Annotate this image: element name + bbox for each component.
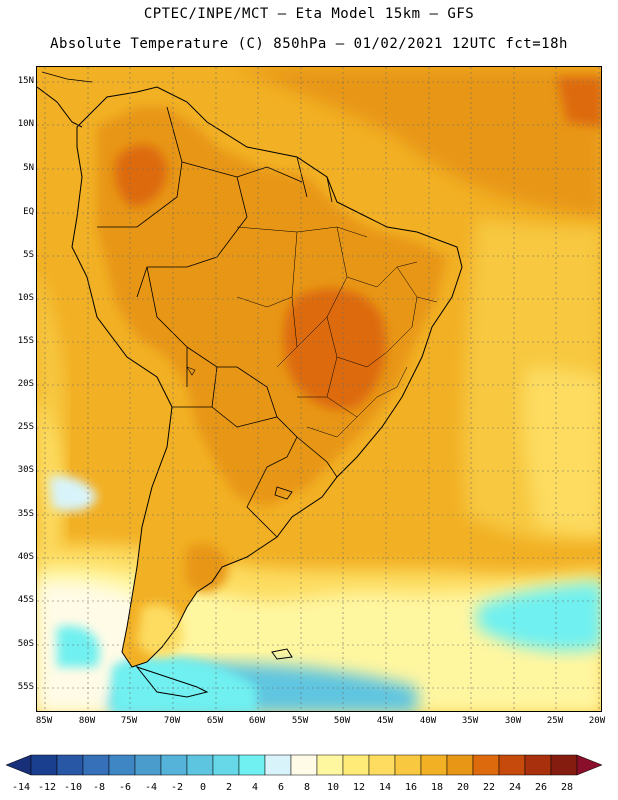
lon-label: 50W xyxy=(333,716,351,726)
colorbar-swatch xyxy=(446,754,474,776)
cool-patch-pacific xyxy=(49,475,97,512)
lon-label: 70W xyxy=(163,716,181,726)
colorbar-label: 0 xyxy=(199,782,207,793)
temperature-colorbar xyxy=(6,754,603,776)
colorbar-swatch xyxy=(264,754,292,776)
colorbar-swatch xyxy=(550,754,578,776)
lat-label: 50S xyxy=(17,639,34,649)
lon-label: 45W xyxy=(376,716,394,726)
lat-label: 10S xyxy=(17,293,34,303)
lake-titicaca xyxy=(186,366,196,376)
colorbar-label: -12 xyxy=(37,782,57,793)
colorbar-swatch xyxy=(186,754,214,776)
colorbar-swatch xyxy=(134,754,162,776)
country-borders xyxy=(97,106,338,538)
colorbar-swatch xyxy=(160,754,188,776)
lon-label: 80W xyxy=(78,716,96,726)
colorbar-swatch xyxy=(82,754,110,776)
colorbar-label: -14 xyxy=(11,782,31,793)
lat-label: 35S xyxy=(17,509,34,519)
colorbar-label: 18 xyxy=(430,782,444,793)
cold-patch-east xyxy=(477,582,601,651)
map-title: CPTEC/INPE/MCT – Eta Model 15km – GFS xyxy=(143,6,475,22)
lon-label: 55W xyxy=(291,716,309,726)
lat-label: 30S xyxy=(17,465,34,475)
lon-label: 20W xyxy=(588,716,606,726)
colorbar-label: 16 xyxy=(404,782,418,793)
colorbar-swatch xyxy=(290,754,318,776)
hot-patch-colombia xyxy=(115,144,168,207)
colorbar-label: -8 xyxy=(92,782,106,793)
ocean-field-12-east xyxy=(522,367,601,537)
lat-label: EQ xyxy=(23,207,34,217)
colorbar-swatch xyxy=(472,754,500,776)
colorbar-swatch xyxy=(316,754,344,776)
lon-label: 35W xyxy=(461,716,479,726)
warm-patch-northeast xyxy=(557,77,601,127)
colorbar-label: 8 xyxy=(303,782,311,793)
coastline xyxy=(71,86,463,668)
lon-label: 40W xyxy=(419,716,437,726)
colorbar-label: 24 xyxy=(508,782,522,793)
colorbar-label: 12 xyxy=(352,782,366,793)
temperature-map xyxy=(36,66,602,712)
lat-label: 25S xyxy=(17,422,34,432)
lat-label: 5S xyxy=(23,250,34,260)
colorbar-label: -4 xyxy=(144,782,158,793)
state-borders xyxy=(236,226,438,438)
lagoa-dos-patos xyxy=(274,486,293,500)
map-subtitle: Absolute Temperature (C) 850hPa – 01/02/… xyxy=(50,36,568,52)
colorbar-swatch xyxy=(108,754,136,776)
colorbar-label: 26 xyxy=(534,782,548,793)
warm-interior-18 xyxy=(97,107,447,507)
lat-label: 45S xyxy=(17,595,34,605)
colorbar-swatch xyxy=(368,754,396,776)
caribbean-coast xyxy=(41,71,93,83)
lat-label: 15N xyxy=(17,76,34,86)
central-america-coast xyxy=(37,86,83,128)
colorbar-over-arrow xyxy=(576,754,603,776)
lon-label: 25W xyxy=(546,716,564,726)
colorbar-label: 4 xyxy=(251,782,259,793)
lat-label: 5N xyxy=(23,163,34,173)
lat-label: 20S xyxy=(17,379,34,389)
lat-lon-grid xyxy=(37,67,601,711)
warm-patch-patagonia xyxy=(185,543,228,592)
colorbar-label: 6 xyxy=(277,782,285,793)
colorbar-swatch xyxy=(498,754,526,776)
colorbar-swatch xyxy=(238,754,266,776)
cold-patch-west-cape xyxy=(57,626,100,667)
colorbar-swatch xyxy=(30,754,58,776)
lon-label: 60W xyxy=(248,716,266,726)
lat-label: 40S xyxy=(17,552,34,562)
colorbar-label: 10 xyxy=(326,782,340,793)
falkland-islands xyxy=(271,648,293,660)
colorbar-swatch xyxy=(342,754,370,776)
colorbar-label: 22 xyxy=(482,782,496,793)
colorbar-label: -2 xyxy=(170,782,184,793)
lon-label: 30W xyxy=(504,716,522,726)
colorbar-swatch xyxy=(524,754,552,776)
colorbar-under-arrow xyxy=(6,754,32,776)
tierra-del-fuego xyxy=(135,665,209,698)
mild-patch-patagonia xyxy=(137,603,183,657)
lon-label: 65W xyxy=(206,716,224,726)
colorbar-label: 2 xyxy=(225,782,233,793)
colorbar-swatch xyxy=(420,754,448,776)
lat-label: 15S xyxy=(17,336,34,346)
lat-label: 10N xyxy=(17,119,34,129)
lat-label: 55S xyxy=(17,682,34,692)
lon-label: 75W xyxy=(120,716,138,726)
warm-band-north xyxy=(237,67,601,217)
colorbar-label: -10 xyxy=(63,782,83,793)
colorbar-swatch xyxy=(212,754,240,776)
colorbar-swatch xyxy=(56,754,84,776)
colorbar-label: 14 xyxy=(378,782,392,793)
colorbar-label: -6 xyxy=(118,782,132,793)
colorbar-label: 28 xyxy=(560,782,574,793)
colorbar-label: 20 xyxy=(456,782,470,793)
lon-label: 85W xyxy=(35,716,53,726)
colorbar-swatch xyxy=(394,754,422,776)
